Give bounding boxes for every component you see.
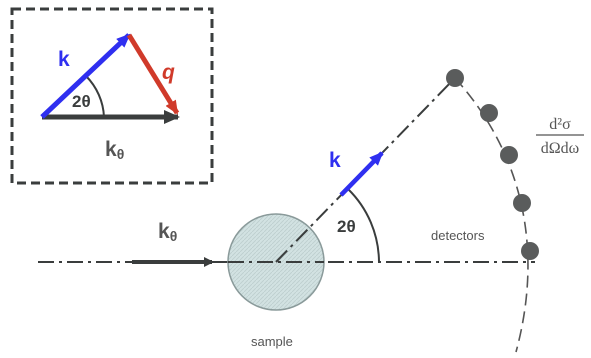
inset-k-vector — [40, 33, 131, 119]
detector-dot-icon — [446, 69, 464, 87]
inset-angle-label: 2θ — [72, 92, 91, 111]
scattering-angle-arc — [347, 188, 380, 263]
inset-k0-sub: θ — [117, 146, 125, 162]
cross-section-fraction: d²σ dΩdω — [536, 116, 584, 157]
scattered-k-arrow — [339, 151, 384, 197]
detectors-label: detectors — [431, 228, 485, 243]
detector-dot-icon — [480, 104, 498, 122]
cross-section-numerator: d²σ — [549, 116, 571, 133]
scattering-geometry: kθ k 2θ detectors sample d²σ dΩdω — [38, 69, 584, 353]
incident-k0-sub: θ — [170, 228, 178, 244]
inset-q-label: q — [162, 61, 175, 84]
sample-label: sample — [251, 334, 293, 349]
inset-k-label: k — [58, 48, 70, 71]
inset-dashed-frame — [10, 7, 214, 185]
inset-k0-main: k — [105, 138, 117, 161]
inset-angle-arc — [85, 75, 105, 118]
incident-k0-main: k — [158, 220, 170, 243]
detector-dot-icon — [500, 146, 518, 164]
scattered-k-label: k — [329, 149, 341, 172]
inset-q-vector — [126, 33, 180, 115]
detector-dot-icon — [513, 194, 531, 212]
detector-dot-icon — [521, 242, 539, 260]
incident-k0-label: kθ — [158, 220, 177, 244]
cross-section-denominator: dΩdω — [541, 140, 579, 157]
scattering-angle-label: 2θ — [337, 217, 356, 236]
detector-arc — [454, 77, 529, 353]
inset-k0-label: kθ — [105, 138, 124, 162]
inset-panel: k q 2θ kθ — [10, 7, 214, 185]
